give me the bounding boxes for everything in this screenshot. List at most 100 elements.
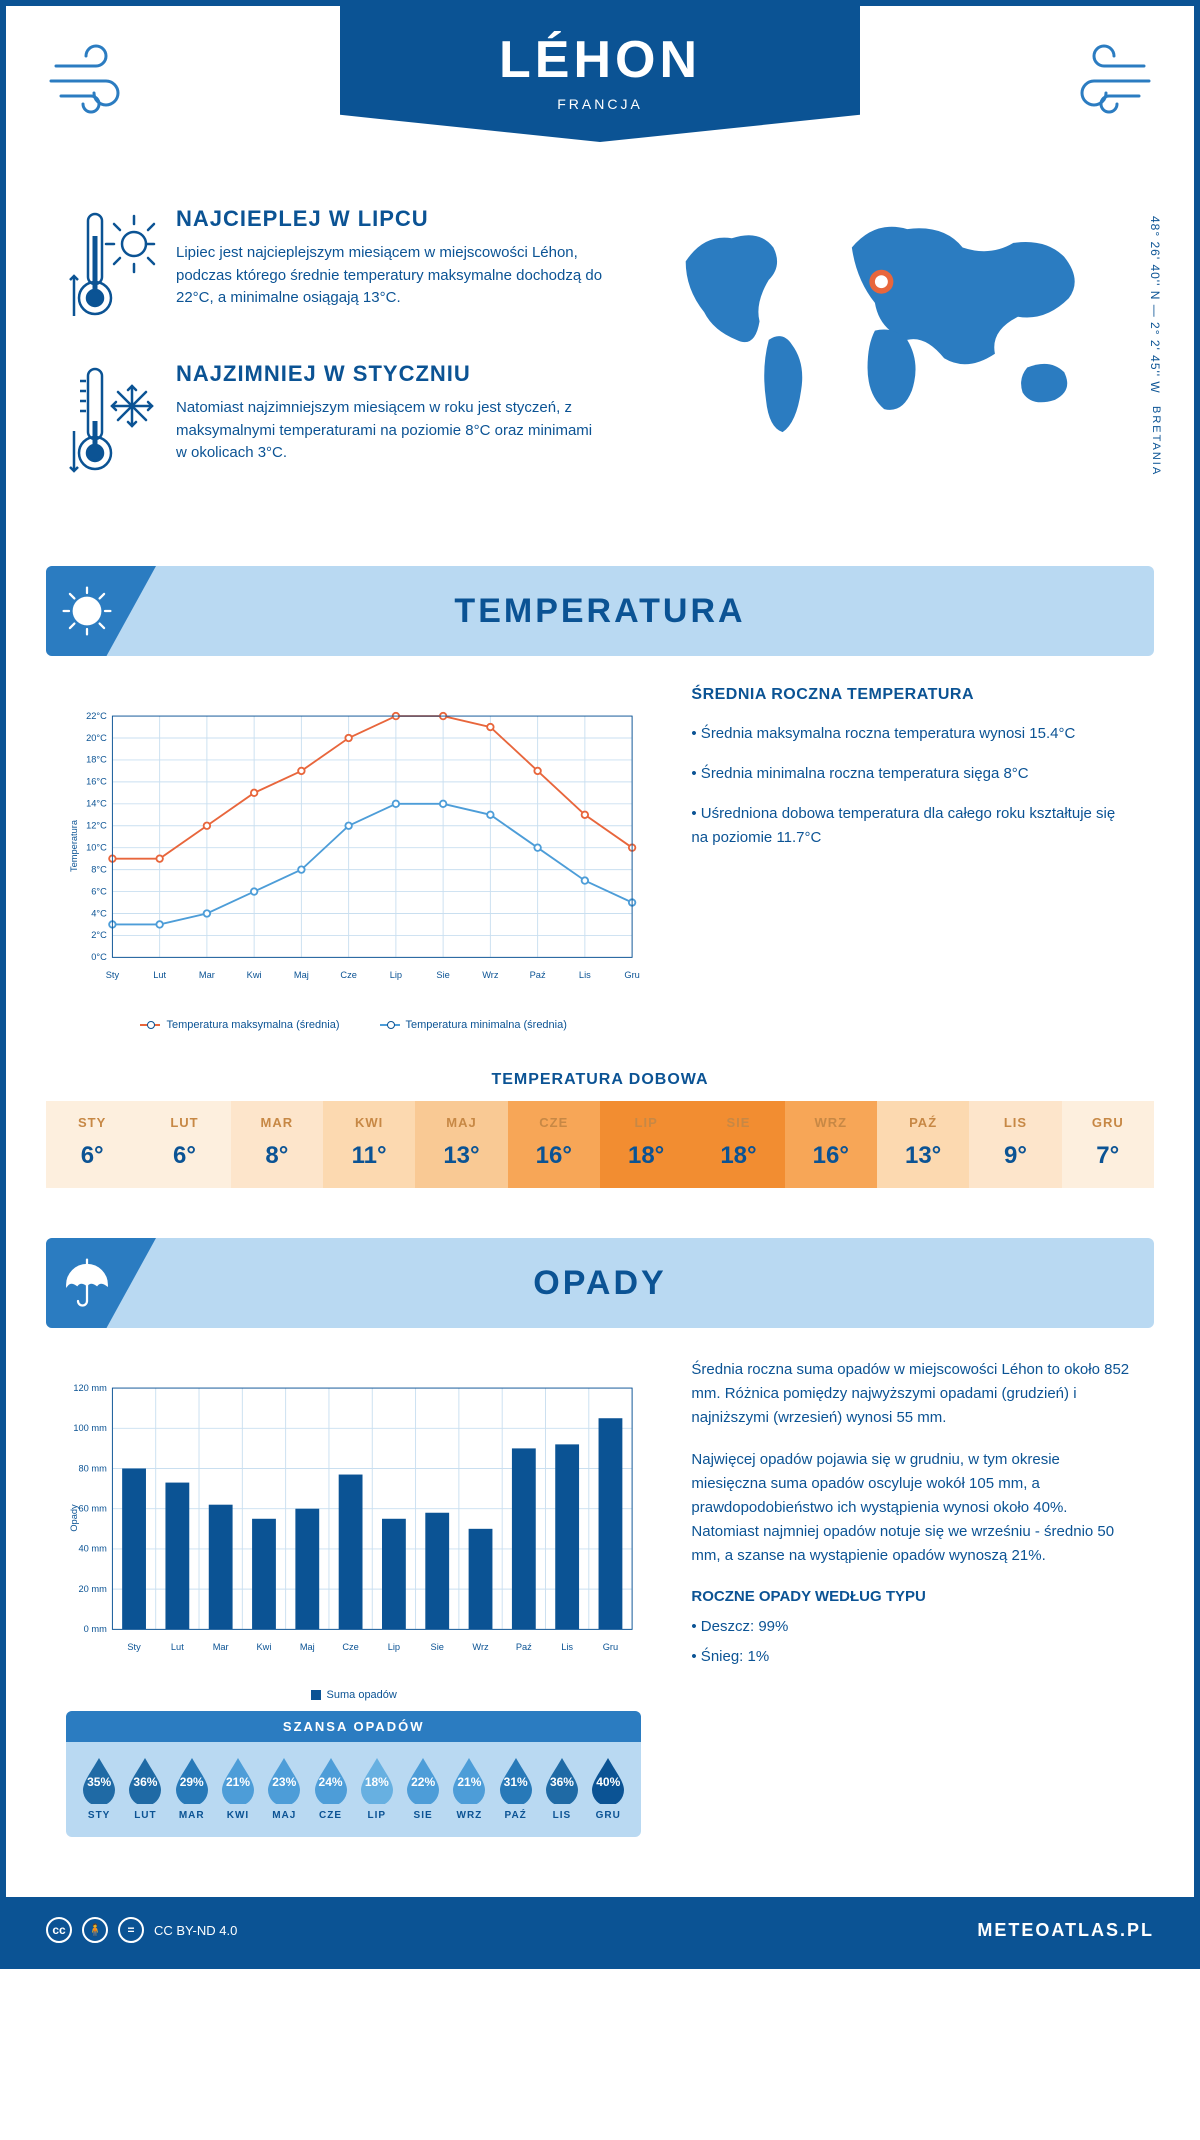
- temperature-line-chart: 0°C2°C4°C6°C8°C10°C12°C14°C16°C18°C20°C2…: [66, 686, 641, 1006]
- daily-cell: MAJ13°: [415, 1101, 507, 1188]
- daily-value: 6°: [46, 1142, 138, 1170]
- daily-value: 16°: [785, 1142, 877, 1170]
- drop-percent: 36%: [550, 1775, 574, 1789]
- daily-month: GRU: [1062, 1115, 1154, 1130]
- svg-text:18°C: 18°C: [86, 755, 107, 765]
- drop-cell: 21% KWI: [215, 1756, 261, 1821]
- thermometer-cold-icon: [66, 361, 156, 481]
- site-name: METEOATLAS.PL: [977, 1920, 1154, 1941]
- precip-legend-label: Suma opadów: [327, 1689, 397, 1701]
- warmest-block: NAJCIEPLEJ W LIPCU Lipiec jest najcieple…: [66, 206, 604, 331]
- license-text: CC BY-ND 4.0: [154, 1923, 237, 1938]
- precip-p2: Najwięcej opadów pojawia się w grudniu, …: [691, 1448, 1134, 1568]
- svg-text:120 mm: 120 mm: [73, 1383, 107, 1393]
- page: LÉHON FRANCJA: [6, 6, 1194, 1963]
- drop-month: SIE: [400, 1810, 446, 1821]
- header: LÉHON FRANCJA: [6, 6, 1194, 186]
- svg-text:10°C: 10°C: [86, 842, 107, 852]
- drop-icon: 29%: [172, 1756, 212, 1804]
- drop-month: MAJ: [261, 1810, 307, 1821]
- svg-text:Mar: Mar: [213, 1642, 229, 1652]
- daily-cell: LIS 9°: [969, 1101, 1061, 1188]
- drop-icon: 31%: [496, 1756, 536, 1804]
- svg-text:Sty: Sty: [106, 970, 120, 980]
- svg-text:0 mm: 0 mm: [84, 1624, 107, 1634]
- daily-cell: GRU7°: [1062, 1101, 1154, 1188]
- svg-text:Opady: Opady: [69, 1504, 79, 1532]
- svg-text:22°C: 22°C: [86, 711, 107, 721]
- drop-cell: 18% LIP: [354, 1756, 400, 1821]
- intro-text-col: NAJCIEPLEJ W LIPCU Lipiec jest najcieple…: [66, 206, 604, 516]
- drop-icon: 21%: [449, 1756, 489, 1804]
- svg-text:20 mm: 20 mm: [79, 1584, 108, 1594]
- daily-value: 9°: [969, 1142, 1061, 1170]
- svg-text:2°C: 2°C: [91, 930, 107, 940]
- svg-text:100 mm: 100 mm: [73, 1423, 107, 1433]
- daily-month: CZE: [508, 1115, 600, 1130]
- daily-month: SIE: [692, 1115, 784, 1130]
- drop-month: LIP: [354, 1810, 400, 1821]
- footer: cc 🧍 = CC BY-ND 4.0 METEOATLAS.PL: [6, 1897, 1194, 1963]
- nd-icon: =: [118, 1917, 144, 1943]
- daily-month: MAR: [231, 1115, 323, 1130]
- title-banner: LÉHON FRANCJA: [340, 6, 860, 142]
- drop-icon: 18%: [357, 1756, 397, 1804]
- temperature-side: ŚREDNIA ROCZNA TEMPERATURA • Średnia mak…: [691, 686, 1134, 1031]
- daily-month: LIS: [969, 1115, 1061, 1130]
- precip-section-head: OPADY: [46, 1238, 1154, 1328]
- daily-value: 18°: [692, 1142, 784, 1170]
- daily-month: PAŹ: [877, 1115, 969, 1130]
- daily-temp-heading: TEMPERATURA DOBOWA: [6, 1071, 1194, 1089]
- daily-month: LUT: [138, 1115, 230, 1130]
- daily-value: 13°: [415, 1142, 507, 1170]
- drop-icon: 36%: [125, 1756, 165, 1804]
- precip-legend: Suma opadów: [66, 1689, 641, 1701]
- drop-cell: 36% LIS: [539, 1756, 585, 1821]
- wind-icon: [1054, 36, 1154, 116]
- precip-side: Średnia roczna suma opadów w miejscowośc…: [691, 1358, 1134, 1837]
- drop-month: LUT: [122, 1810, 168, 1821]
- svg-text:Mar: Mar: [199, 970, 215, 980]
- drop-cell: 36% LUT: [122, 1756, 168, 1821]
- drop-month: MAR: [169, 1810, 215, 1821]
- temp-bullet: • Średnia minimalna roczna temperatura s…: [691, 762, 1134, 786]
- svg-text:Sie: Sie: [436, 970, 449, 980]
- drop-percent: 35%: [87, 1775, 111, 1789]
- avg-temp-heading: ŚREDNIA ROCZNA TEMPERATURA: [691, 686, 1134, 704]
- drop-cell: 40% GRU: [585, 1756, 631, 1821]
- drop-month: GRU: [585, 1810, 631, 1821]
- rain-chance-box: SZANSA OPADÓW 35% STY 36% LUT 29% MAR 21…: [66, 1711, 641, 1837]
- svg-text:80 mm: 80 mm: [79, 1463, 108, 1473]
- temp-bullet: • Średnia maksymalna roczna temperatura …: [691, 722, 1134, 746]
- daily-cell: CZE16°: [508, 1101, 600, 1188]
- drop-month: LIS: [539, 1810, 585, 1821]
- drop-month: KWI: [215, 1810, 261, 1821]
- temperature-title: TEMPERATURA: [454, 592, 745, 631]
- legend-min: Temperatura minimalna (średnia): [406, 1019, 567, 1031]
- precip-area: 0 mm20 mm40 mm60 mm80 mm100 mm120 mmStyL…: [6, 1348, 1194, 1857]
- precip-title: OPADY: [533, 1264, 666, 1303]
- svg-text:12°C: 12°C: [86, 821, 107, 831]
- drop-percent: 24%: [319, 1775, 343, 1789]
- svg-text:Lip: Lip: [388, 1642, 400, 1652]
- drop-icon: 36%: [542, 1756, 582, 1804]
- drop-cell: 23% MAJ: [261, 1756, 307, 1821]
- drop-percent: 21%: [457, 1775, 481, 1789]
- temperature-legend: Temperatura maksymalna (średnia) Tempera…: [66, 1019, 641, 1031]
- precip-p1: Średnia roczna suma opadów w miejscowośc…: [691, 1358, 1134, 1430]
- daily-month: KWI: [323, 1115, 415, 1130]
- svg-text:0°C: 0°C: [91, 952, 107, 962]
- drop-icon: 23%: [264, 1756, 304, 1804]
- drop-percent: 40%: [596, 1775, 620, 1789]
- daily-cell: STY6°: [46, 1101, 138, 1188]
- region-label: BRETANIA: [1150, 406, 1162, 476]
- svg-text:Paź: Paź: [530, 970, 546, 980]
- daily-value: 8°: [231, 1142, 323, 1170]
- country-label: FRANCJA: [340, 96, 860, 112]
- daily-cell: PAŹ13°: [877, 1101, 969, 1188]
- daily-month: WRZ: [785, 1115, 877, 1130]
- drop-icon: 40%: [588, 1756, 628, 1804]
- temperature-area: 0°C2°C4°C6°C8°C10°C12°C14°C16°C18°C20°C2…: [6, 676, 1194, 1051]
- svg-text:Gru: Gru: [624, 970, 639, 980]
- city-title: LÉHON: [340, 30, 860, 90]
